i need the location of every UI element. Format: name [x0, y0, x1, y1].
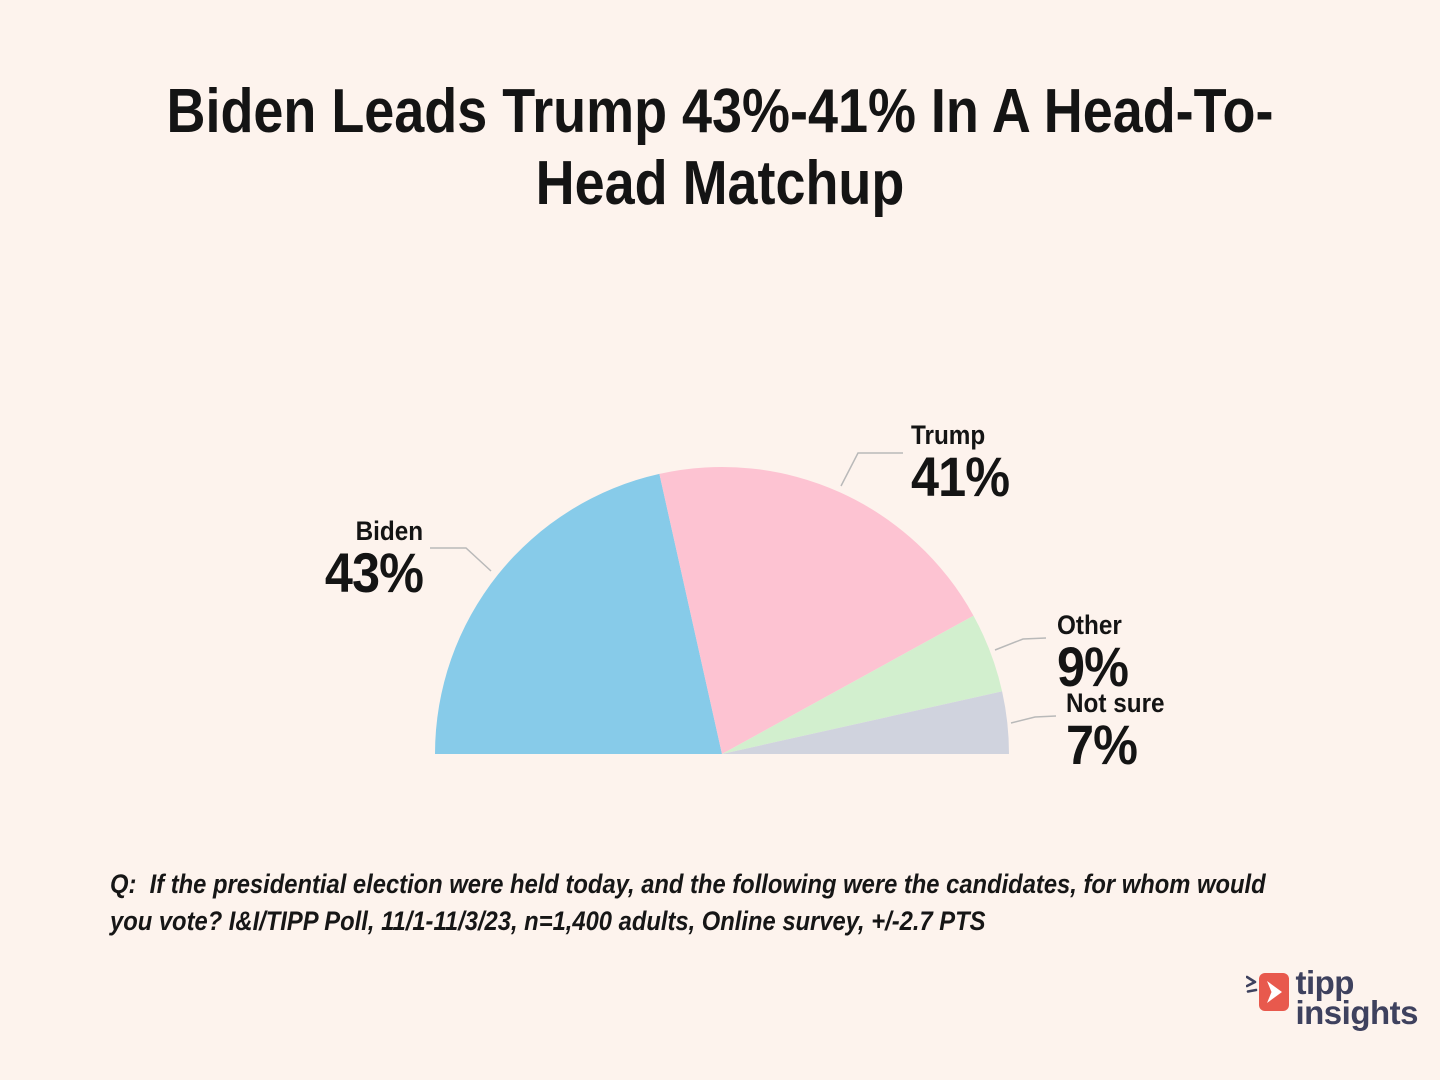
- slice-label-other: Other: [1057, 610, 1122, 640]
- leader-line-not-sure: [1010, 715, 1057, 724]
- pie-slice-biden: [435, 473, 722, 754]
- pie-slice-trump: [659, 466, 974, 754]
- survey-footnote-line1: Q: If the presidential election were hel…: [110, 869, 1266, 899]
- logo-wordmark: tipp insights: [1295, 964, 1418, 1031]
- slice-value-biden: 43%: [324, 541, 424, 604]
- leader-line-other: [994, 637, 1047, 651]
- tipp-arrow-icon: [1246, 973, 1290, 1011]
- logo-word-tipp: tipp: [1295, 964, 1354, 1001]
- leader-line-trump: [840, 452, 903, 487]
- slice-label-biden: Biden: [355, 516, 423, 546]
- page-title-line2: Head Matchup: [535, 149, 905, 218]
- callout-not-sure: Not sure 7%: [1066, 688, 1165, 776]
- slice-value-trump: 41%: [911, 445, 1010, 508]
- logo: tipp insights: [1246, 964, 1418, 1031]
- callout-biden: Biden 43%: [324, 516, 424, 604]
- page-title: Biden Leads Trump 43%-41% In A Head-To- …: [7, 76, 1434, 220]
- logo-word-insights: insights: [1295, 994, 1418, 1031]
- leader-lines: [430, 452, 1057, 724]
- slice-label-not-sure: Not sure: [1066, 688, 1165, 718]
- callout-other: Other 9%: [1057, 610, 1129, 698]
- slice-value-not-sure: 7%: [1066, 713, 1138, 776]
- leader-line-biden: [430, 547, 492, 572]
- survey-footnote-line2: you vote? I&I/TIPP Poll, 11/1-11/3/23, n…: [110, 906, 986, 936]
- survey-footnote: Q: If the presidential election were hel…: [110, 866, 1440, 940]
- slice-label-trump: Trump: [911, 420, 986, 450]
- pie-slice-other: [722, 615, 1003, 754]
- pie-slice-not-sure: [722, 691, 1009, 754]
- page-title-line1: Biden Leads Trump 43%-41% In A Head-To-: [166, 77, 1274, 146]
- pie-slices: [435, 466, 1009, 754]
- slice-value-other: 9%: [1057, 635, 1129, 698]
- callout-trump: Trump 41%: [911, 420, 1010, 508]
